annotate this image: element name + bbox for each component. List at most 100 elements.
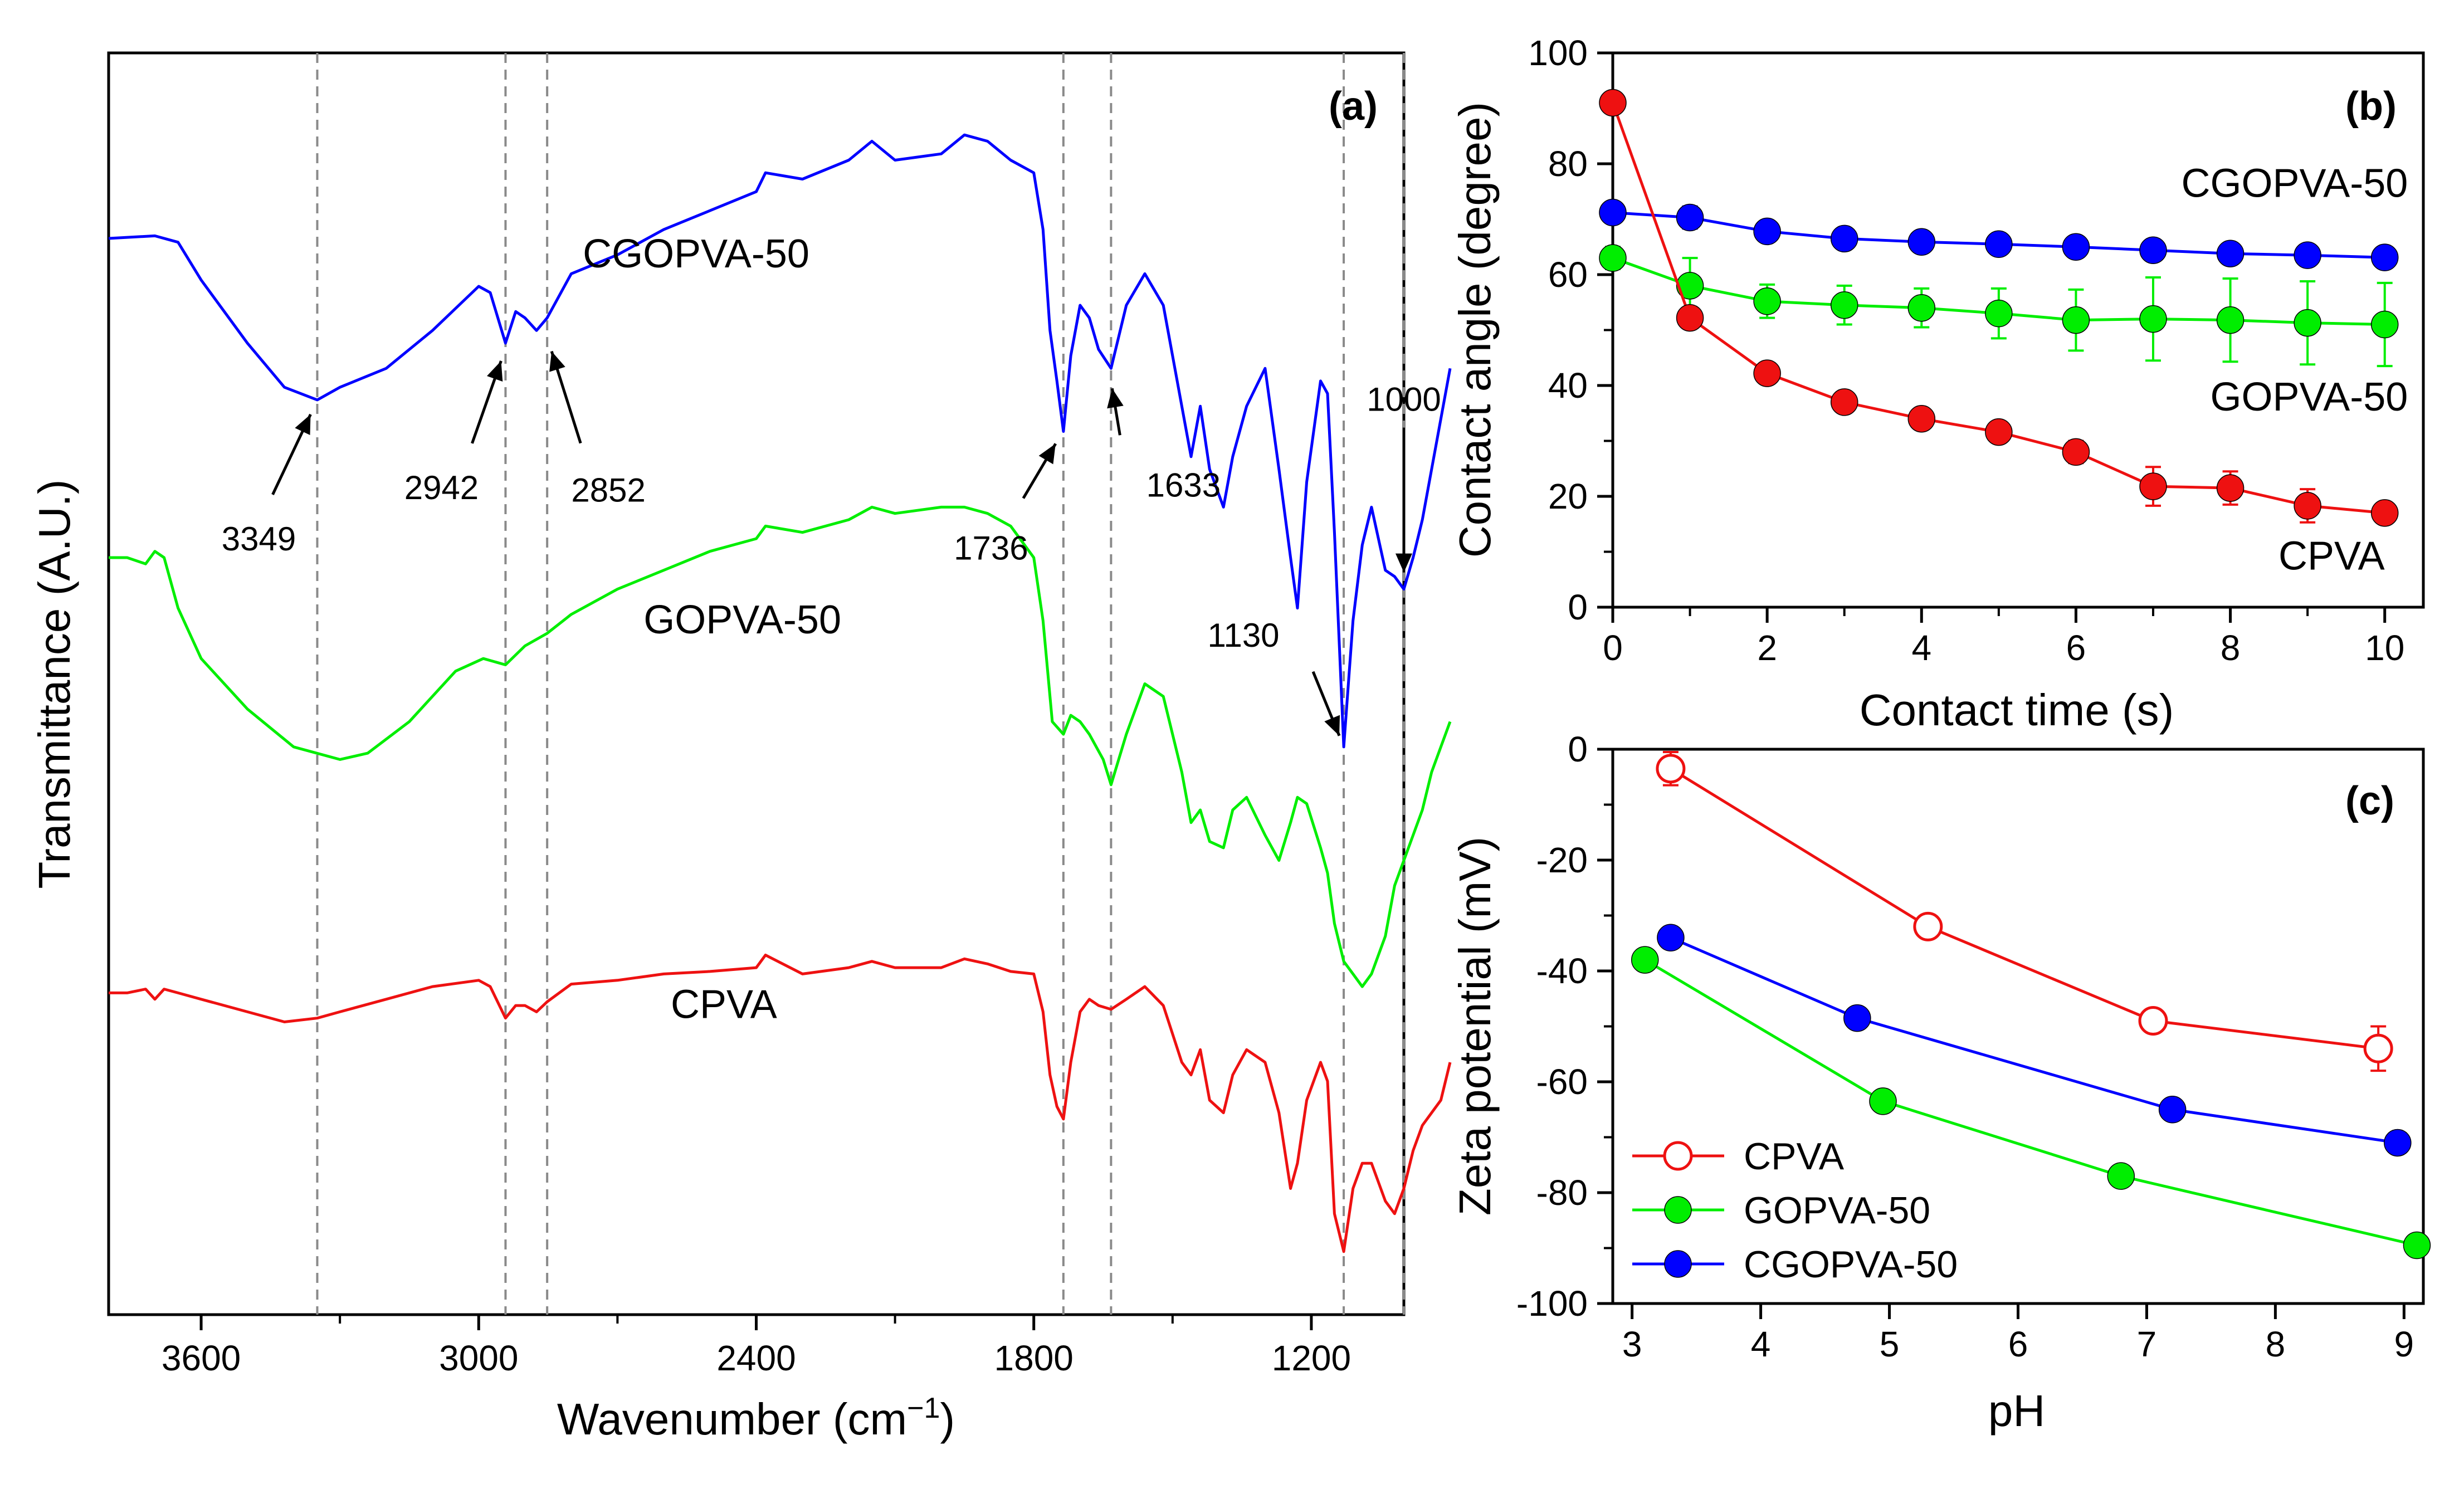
panel-b-y-axis-title: Contact angle (degree) bbox=[1450, 102, 1500, 558]
data-point bbox=[2363, 1033, 2393, 1063]
annotation-arrowhead-1736 bbox=[1038, 443, 1056, 465]
data-point bbox=[1985, 418, 2013, 446]
data-point bbox=[1753, 217, 1781, 246]
c-y-tick-label--40: -40 bbox=[1536, 951, 1588, 991]
panel-a-y-axis-title: Transmittance (A.U.) bbox=[30, 480, 79, 889]
b-y-tick-label-80: 80 bbox=[1548, 144, 1588, 184]
series-cgopva-50 bbox=[1657, 924, 2412, 1157]
panel-a-x-axis-title: Wavenumber (cm−1) bbox=[557, 1392, 955, 1444]
data-point bbox=[1599, 244, 1627, 272]
panel-b-series-labels: CGOPVA-50 GOPVA-50 CPVA bbox=[2181, 162, 2408, 579]
data-point bbox=[2062, 306, 2090, 334]
data-point bbox=[2216, 240, 2245, 267]
annotation-label-1000: 1000 bbox=[1367, 381, 1441, 418]
data-point bbox=[2062, 233, 2090, 261]
panel-c-x-axis-title: pH bbox=[1988, 1386, 2045, 1436]
data-point bbox=[1985, 299, 2013, 328]
legend-marker bbox=[1664, 1250, 1692, 1278]
legend-marker bbox=[1664, 1196, 1692, 1224]
data-point bbox=[1907, 228, 1936, 256]
panel-c-legend: CPVA GOPVA-50 CGOPVA-50 bbox=[1632, 1135, 1958, 1286]
annotation-label-1736: 1736 bbox=[954, 530, 1028, 567]
panel-c-series bbox=[1631, 750, 2431, 1259]
data-point bbox=[1753, 287, 1781, 315]
annotation-arrowhead-2942 bbox=[487, 360, 503, 382]
series-line-gopva-50 bbox=[1644, 958, 2418, 1247]
x-tick-label-1200: 1200 bbox=[1272, 1338, 1351, 1378]
data-point bbox=[2158, 1096, 2187, 1124]
panel-c-label: (c) bbox=[2345, 779, 2394, 823]
series-label-cgopva-50: CGOPVA-50 bbox=[583, 232, 809, 276]
c-y-tick-label--100: -100 bbox=[1516, 1283, 1588, 1324]
annotation-arrowhead-3349 bbox=[295, 414, 311, 436]
data-point bbox=[2216, 474, 2245, 502]
c-x-tick-label-6: 6 bbox=[2008, 1324, 2028, 1364]
c-x-tick-label-9: 9 bbox=[2394, 1324, 2414, 1364]
b-x-tick-label-2: 2 bbox=[1757, 628, 1777, 668]
legend-entry-cgopva-50: CGOPVA-50 bbox=[1632, 1243, 1958, 1286]
panel-a-x-axis: 3600 3000 2400 1800 1200 bbox=[162, 1315, 1351, 1378]
series-label-gopva-50: GOPVA-50 bbox=[643, 598, 841, 642]
b-series-label-cgopva-50: CGOPVA-50 bbox=[2181, 162, 2408, 206]
panel-c-zeta-potential: 3 4 5 6 7 8 9 -100 -80 -60 -40 -20 0 CPVA GOPVA-50 CGO… bbox=[1450, 729, 2431, 1436]
panel-a-annotations: 3349 2942 2852 1736 1633 1130 1000 bbox=[222, 350, 1441, 736]
series-line-cgopva-50 bbox=[1670, 936, 2398, 1144]
data-point bbox=[1830, 388, 1858, 416]
data-point bbox=[1907, 404, 1936, 433]
annotation-label-2852: 2852 bbox=[571, 472, 645, 509]
c-x-tick-label-5: 5 bbox=[1880, 1324, 1900, 1364]
x-tick-label-3000: 3000 bbox=[439, 1338, 518, 1378]
panel-a-ftir: 3600 3000 2400 1800 1200 3349 2942 2852 1736 163… bbox=[30, 51, 1452, 1444]
data-point bbox=[1843, 1004, 1871, 1032]
legend-marker bbox=[1663, 1141, 1693, 1171]
spectrum-cpva bbox=[109, 954, 1452, 1253]
c-x-tick-label-4: 4 bbox=[1751, 1324, 1771, 1364]
panel-b-label: (b) bbox=[2345, 84, 2397, 129]
series-cpva bbox=[1599, 89, 2399, 527]
c-x-tick-label-3: 3 bbox=[1622, 1324, 1642, 1364]
data-point bbox=[1676, 272, 1704, 300]
series-cgopva-50 bbox=[1599, 198, 2399, 271]
legend-entry-gopva-50: GOPVA-50 bbox=[1632, 1189, 1930, 1232]
b-x-tick-label-6: 6 bbox=[2066, 628, 2086, 668]
data-point bbox=[1631, 946, 1659, 974]
annotation-label-1633: 1633 bbox=[1146, 466, 1221, 504]
data-point bbox=[2062, 438, 2090, 466]
series-gopva-50 bbox=[1631, 946, 2431, 1259]
data-point bbox=[1676, 203, 1704, 232]
panel-a-label: (a) bbox=[1329, 84, 1378, 129]
data-point bbox=[2403, 1231, 2431, 1259]
c-x-tick-label-8: 8 bbox=[2266, 1324, 2286, 1364]
data-point bbox=[1599, 89, 1627, 117]
series-gopva-50 bbox=[1599, 244, 2399, 368]
data-point bbox=[2384, 1129, 2412, 1157]
panel-a-x-axis-title-main: Wavenumber (cm bbox=[557, 1394, 907, 1444]
annotation-arrowhead-2852 bbox=[549, 351, 565, 372]
legend-label: CGOPVA-50 bbox=[1744, 1243, 1958, 1286]
annotation-arrowhead-1000 bbox=[1396, 553, 1412, 573]
c-x-tick-label-7: 7 bbox=[2137, 1324, 2157, 1364]
annotation-label-3349: 3349 bbox=[222, 520, 296, 558]
legend-label: CPVA bbox=[1744, 1135, 1845, 1178]
c-y-tick-label-0: 0 bbox=[1568, 729, 1588, 769]
b-series-label-cpva: CPVA bbox=[2278, 534, 2385, 578]
spectrum-gopva-50 bbox=[109, 505, 1452, 988]
series-cpva bbox=[1656, 750, 2393, 1072]
annotation-arrowhead-1633 bbox=[1107, 388, 1124, 409]
b-y-tick-label-60: 60 bbox=[1548, 255, 1588, 295]
data-point bbox=[2216, 306, 2245, 334]
x-tick-label-3600: 3600 bbox=[162, 1338, 241, 1378]
annotation-arrowhead-1130 bbox=[1324, 715, 1340, 736]
panel-c-y-axis-title: Zeta potential (mV) bbox=[1450, 837, 1500, 1215]
data-point bbox=[2294, 492, 2321, 520]
data-point bbox=[1985, 230, 2013, 258]
annotation-label-2942: 2942 bbox=[404, 469, 479, 506]
data-point bbox=[2139, 472, 2167, 500]
b-series-label-gopva-50: GOPVA-50 bbox=[2210, 375, 2408, 419]
b-y-tick-label-40: 40 bbox=[1548, 365, 1588, 406]
legend-entry-cpva: CPVA bbox=[1632, 1135, 1845, 1178]
c-y-tick-label--80: -80 bbox=[1536, 1173, 1588, 1213]
data-point bbox=[2370, 310, 2399, 339]
data-point bbox=[2139, 236, 2167, 264]
